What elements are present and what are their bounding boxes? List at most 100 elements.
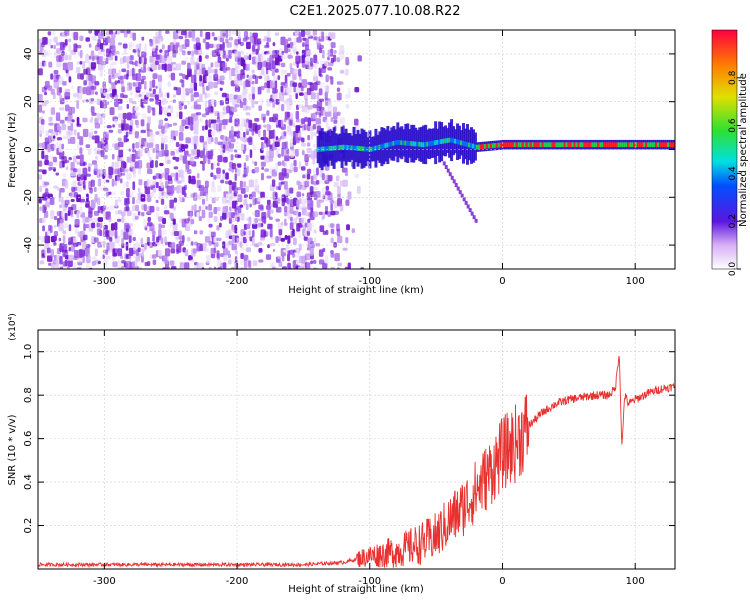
spectrogram-cell	[237, 123, 244, 131]
spectrogram-cell	[175, 156, 180, 162]
spectrogram-artifact	[448, 172, 452, 177]
spectrogram-cell	[257, 197, 261, 202]
spectrogram-cell	[122, 43, 128, 49]
spectrogram-cell	[140, 244, 145, 248]
spectrogram-cell	[327, 104, 333, 112]
spectrogram-cell	[137, 160, 143, 169]
spectrogram-cell	[254, 36, 257, 45]
spectrogram-ridge-core	[539, 142, 543, 148]
spectrogram-cell	[96, 197, 101, 206]
spectrogram-cell	[295, 149, 299, 157]
spectrogram-cell	[166, 185, 172, 195]
spectrogram-ridge-core	[505, 142, 509, 148]
spectrogram-cell	[258, 248, 263, 253]
spectrogram-cell	[48, 122, 54, 126]
spectrogram-cell	[237, 79, 243, 86]
spectrogram-cell	[114, 267, 117, 269]
spectrogram-cell	[138, 267, 143, 269]
spectrogram-cell	[49, 39, 53, 43]
spectrogram-cell	[81, 241, 87, 250]
spectrogram-ridge-core	[402, 140, 406, 146]
spectrogram-cell	[208, 223, 213, 228]
spectrogram-cell	[155, 36, 161, 44]
spectrogram-cell	[114, 168, 119, 175]
spectrogram-cell	[140, 129, 146, 134]
spectrogram-cell	[129, 91, 133, 96]
snr-panel: -300 -200 -100 0 100 0.20.40.60.81.0 Height …	[7, 313, 676, 595]
spectrogram-cell	[266, 138, 271, 147]
spectrogram-cell	[111, 178, 115, 187]
spectrogram-cell	[85, 224, 90, 229]
spectrogram-cell	[49, 155, 54, 160]
y-tick-label: 0	[23, 146, 34, 152]
spectrogram-cell	[316, 60, 319, 65]
spectrogram-cell	[115, 210, 119, 215]
spectrogram-ridge-core	[609, 142, 613, 148]
spectrogram-ridge-core	[376, 145, 380, 151]
spectrogram-cell	[138, 179, 143, 186]
spectrogram-cell	[172, 223, 178, 231]
spectrogram-ridge-core	[641, 142, 645, 148]
spectrogram-cell	[259, 206, 264, 212]
spectrogram-cell	[271, 55, 276, 59]
spectrogram-cell	[202, 125, 205, 131]
spectrogram-cell	[119, 178, 123, 184]
y-tick-label: 1.0	[23, 344, 34, 360]
spectrogram-cell	[204, 100, 208, 109]
spectrogram-cell	[120, 255, 124, 260]
spectrogram-cell	[158, 249, 163, 257]
spectrogram-cell	[322, 247, 326, 253]
spectrogram-cell	[205, 111, 210, 116]
spectrogram-cell	[90, 98, 95, 102]
spectrogram-ridge-core	[551, 142, 555, 148]
spectrogram-cell	[70, 209, 74, 218]
spectrogram-cell	[210, 172, 214, 178]
spectrogram-cell	[67, 129, 73, 136]
spectrogram-cell	[220, 179, 225, 184]
spectrogram-cell	[266, 75, 270, 82]
spectrogram-ridge-core	[581, 142, 585, 148]
spectrogram-cell	[42, 169, 47, 175]
spectrogram-ridge-core	[603, 142, 607, 148]
spectrogram-cell	[335, 175, 340, 182]
spectrogram-cell	[99, 55, 104, 65]
spectrogram-cell	[251, 191, 256, 198]
spectrogram-cell	[105, 249, 109, 256]
spectrogram-cell	[122, 55, 127, 63]
spectrogram-cell	[211, 119, 217, 124]
spectrogram-cell	[173, 206, 176, 211]
spectrogram-cell	[330, 203, 333, 211]
spectrogram-cell	[251, 69, 255, 74]
spectrogram-ridge-core	[424, 142, 428, 147]
spectrogram-cell	[292, 119, 296, 127]
spectrogram-cell	[166, 159, 171, 164]
spectrogram-ridge-core	[434, 140, 438, 146]
spectrogram-cell	[298, 92, 304, 96]
spectrogram-cell	[260, 155, 265, 160]
spectrogram-cell	[187, 168, 192, 175]
spectrogram-cell	[269, 203, 274, 208]
spectrogram-cell	[70, 122, 74, 132]
spectrogram-cell	[152, 73, 158, 80]
spectrogram-cell	[143, 218, 148, 228]
spectrogram-cell	[129, 31, 133, 39]
spectrogram-cell	[65, 73, 70, 77]
spectrogram-cell	[141, 75, 146, 81]
spectrogram-cell	[300, 166, 306, 171]
spectrogram-cell	[301, 137, 305, 143]
spectrogram-ridge-core	[649, 142, 653, 148]
spectrogram-cell	[243, 162, 247, 170]
spectrogram-cell	[67, 61, 74, 71]
spectrogram-cell	[181, 60, 187, 65]
spectrogram-cell	[155, 85, 158, 89]
spectrogram-cell	[242, 72, 246, 79]
spectrogram-cell	[170, 230, 175, 236]
spectrogram-cell	[228, 180, 233, 186]
spectrogram-cell	[58, 54, 64, 62]
spectrogram-ridge-core	[579, 142, 583, 148]
spectrogram-cell	[82, 216, 87, 224]
spectrogram-cell	[337, 235, 343, 244]
spectrogram-cell	[179, 154, 183, 161]
spectrogram-cell	[287, 48, 291, 53]
spectrogram-cell	[41, 118, 45, 125]
